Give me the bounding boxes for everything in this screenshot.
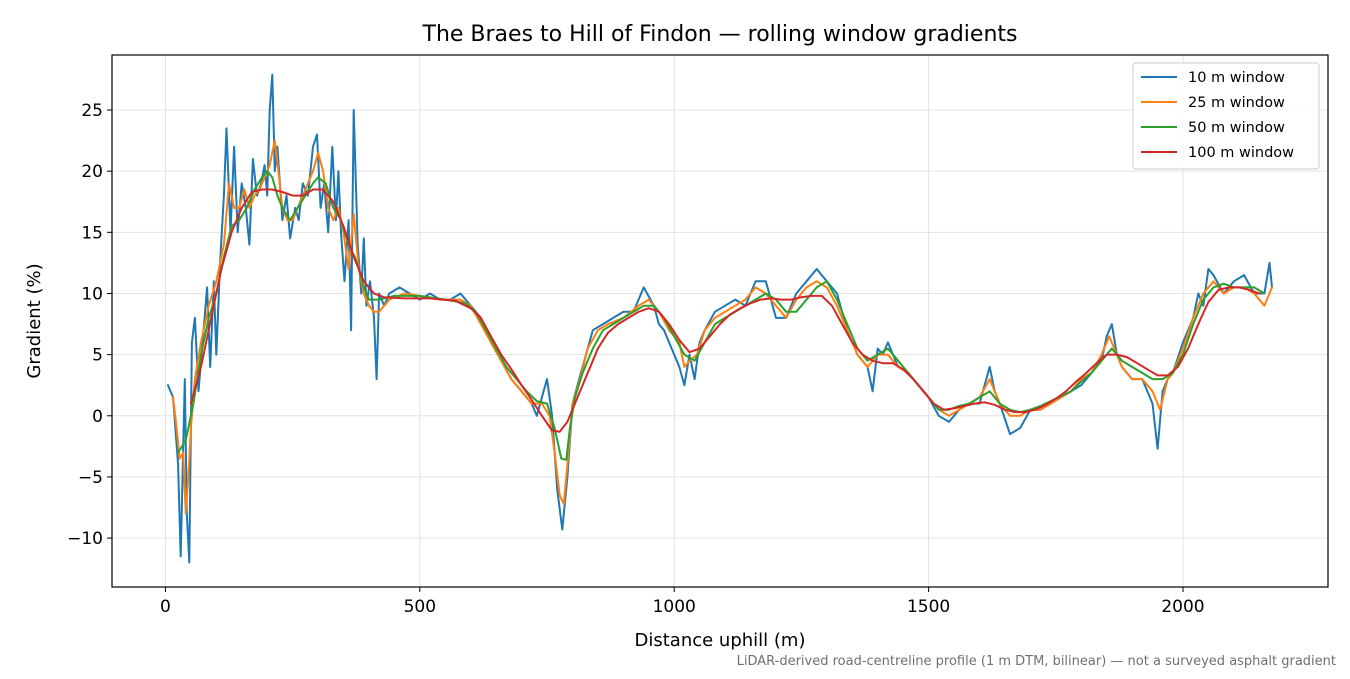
y-tick-label: 20: [81, 162, 103, 182]
y-tick-label: −5: [78, 468, 103, 488]
y-tick-label: 10: [81, 284, 103, 304]
y-axis-label: Gradient (%): [24, 263, 45, 378]
y-tick-label: −10: [67, 529, 103, 549]
x-tick-label: 0: [160, 597, 171, 617]
legend-label: 100 m window: [1188, 145, 1294, 161]
footnote: LiDAR-derived road-centreline profile (1…: [737, 654, 1336, 669]
y-tick-label: 5: [92, 346, 103, 366]
x-tick-label: 2000: [1161, 597, 1204, 617]
x-tick-label: 1500: [907, 597, 950, 617]
legend-label: 25 m window: [1188, 95, 1285, 111]
legend-label: 50 m window: [1188, 120, 1285, 136]
grid: [112, 55, 1328, 587]
series-lines: [167, 73, 1273, 564]
x-axis-label: Distance uphill (m): [635, 630, 806, 651]
axis-ticks: 0 500 1000 1500 2000 −10 −5 0 5 10 15 20 25: [67, 101, 1205, 617]
legend-label: 10 m window: [1188, 70, 1285, 86]
series-line-3: [177, 170, 1266, 461]
y-tick-label: 15: [81, 223, 103, 243]
plot-area-frame: [111, 54, 1329, 588]
x-tick-label: 1000: [653, 597, 696, 617]
y-tick-label: 25: [81, 101, 103, 121]
x-tick-label: 500: [404, 597, 436, 617]
legend-frame: [1132, 62, 1320, 170]
legend: 10 m window 25 m window 50 m window 100 m w…: [1132, 62, 1320, 170]
chart-title: The Braes to Hill of Findon — rolling wi…: [422, 22, 1018, 47]
series-line-4: [189, 188, 1261, 433]
y-tick-label: 0: [92, 407, 103, 427]
legend-entries: 10 m window 25 m window 50 m window 100 m w…: [1141, 70, 1294, 161]
